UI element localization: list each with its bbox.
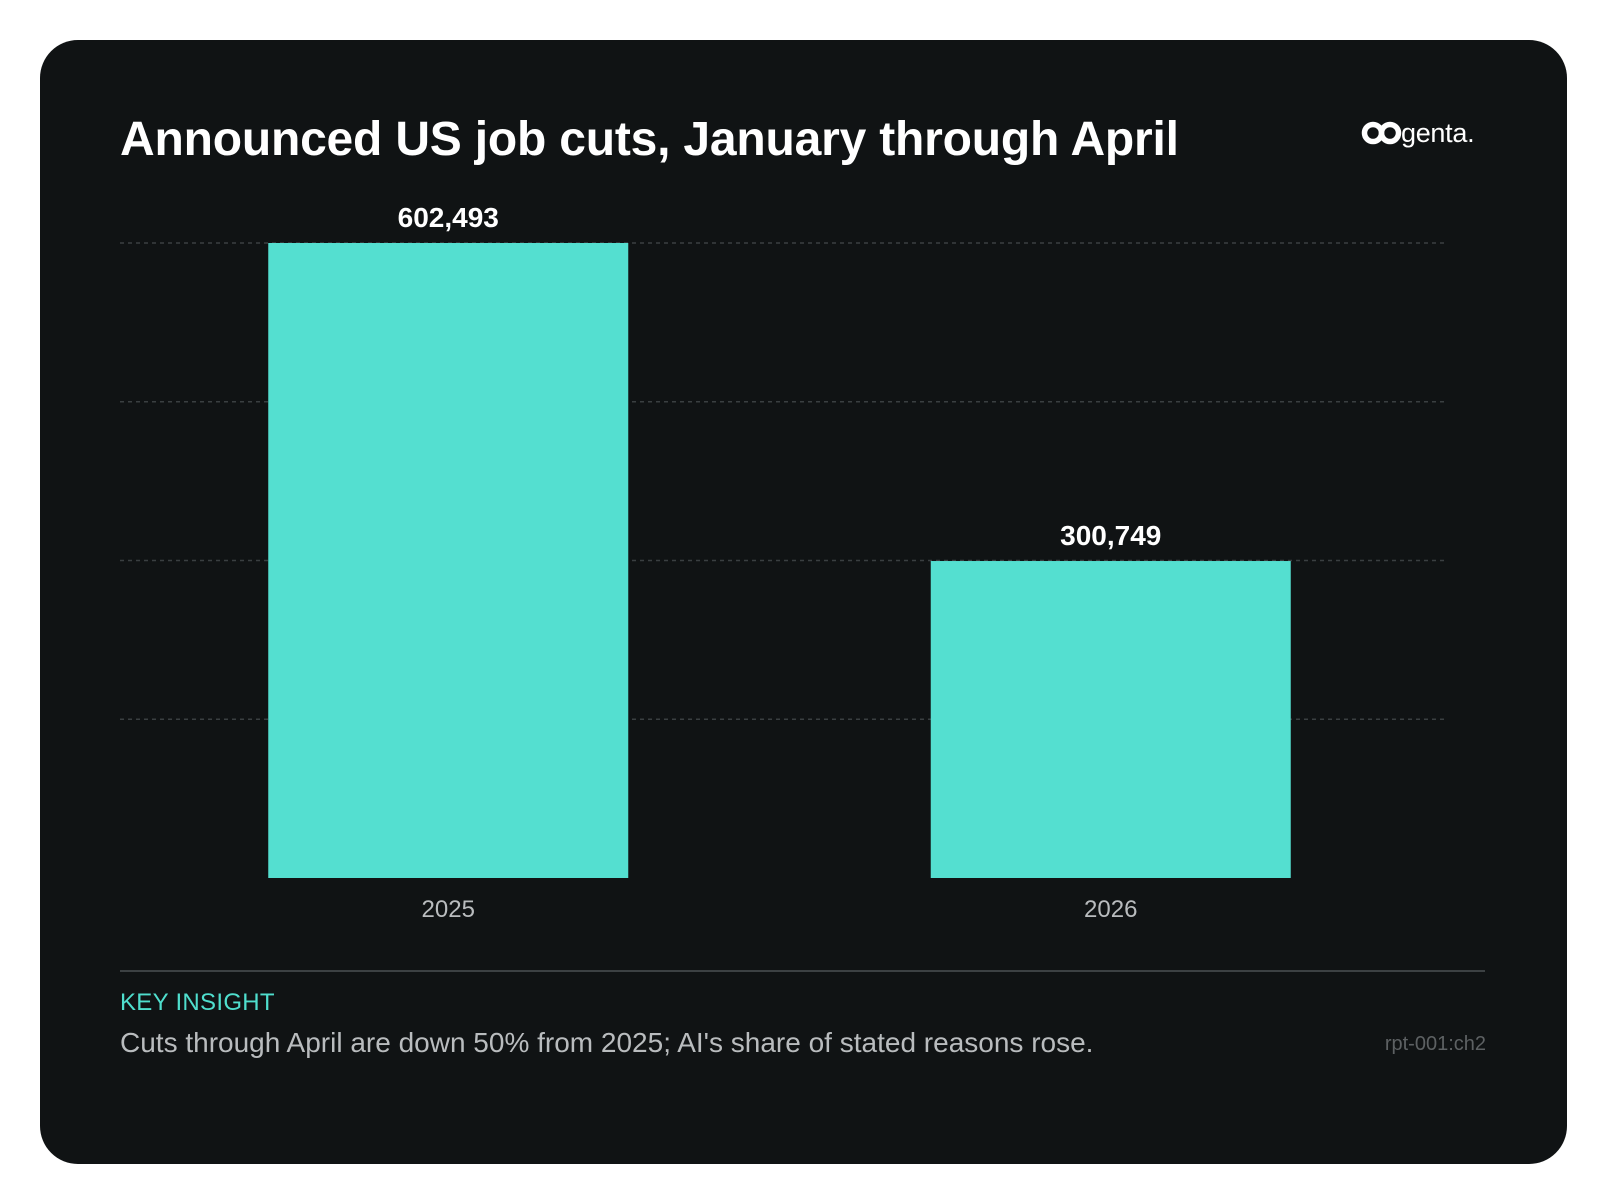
cogenta-logo: genta. xyxy=(1361,118,1475,148)
chart-card: Announced US job cuts, January through A… xyxy=(40,40,1567,1164)
x-tick-label-2025: 2025 xyxy=(422,896,475,923)
insight-text: Cuts through April are down 50% from 202… xyxy=(120,1027,1094,1058)
bar-chart: 602,493 2025 300,749 2026 xyxy=(120,202,1445,923)
bar-2025 xyxy=(268,243,629,878)
insight-label: KEY INSIGHT xyxy=(120,989,275,1016)
bar-2026 xyxy=(930,561,1291,878)
svg-text:genta.: genta. xyxy=(1401,118,1474,148)
report-id: rpt-001:ch2 xyxy=(1384,1033,1486,1055)
insight-divider xyxy=(120,970,1485,972)
data-label-2026: 300,749 xyxy=(1060,520,1161,551)
data-label-2025: 602,493 xyxy=(398,202,499,233)
x-tick-label-2026: 2026 xyxy=(1084,896,1137,923)
chart-title: Announced US job cuts, January through A… xyxy=(120,113,1179,166)
